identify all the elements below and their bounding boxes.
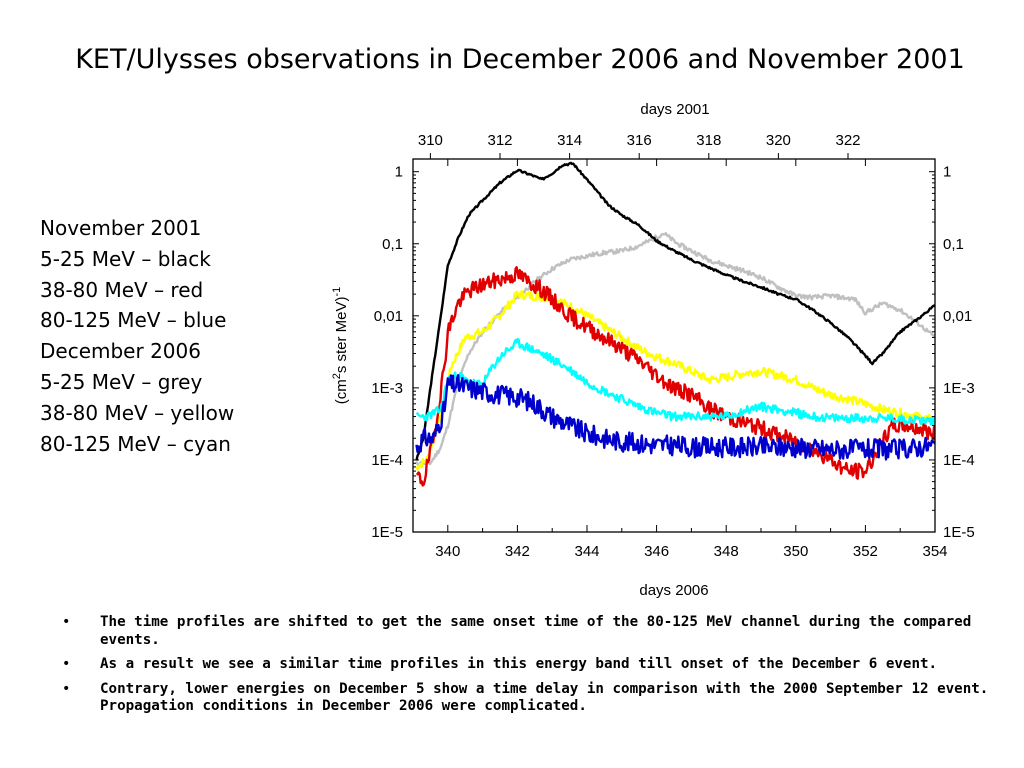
x-tick-label: 350 [783, 543, 808, 560]
legend-entry-black: 5-25 MeV – black [40, 246, 211, 271]
y-label-superscript: -1 [331, 287, 343, 297]
y-label-superscript: 2 [331, 373, 343, 379]
y-tick-label-right: 1E-4 [943, 452, 975, 469]
y-tick-label: 1E-5 [371, 524, 403, 541]
bullet-item: The time profiles are shifted to get the… [62, 614, 992, 649]
y-tick-label: 0,01 [374, 308, 403, 325]
x-tick-label: 348 [714, 543, 739, 560]
x2-tick-label: 312 [487, 132, 512, 149]
series-layer [415, 161, 935, 487]
bullet-list: The time profiles are shifted to get the… [62, 614, 992, 723]
x-tick-label: 352 [853, 543, 878, 560]
legend-heading-2006: December 2006 [40, 339, 201, 364]
x2-tick-label: 322 [835, 132, 860, 149]
y-label-part: s ster MeV) [333, 296, 350, 373]
y-tick-label-right: 0,01 [943, 308, 972, 325]
y-tick-label: 1E-4 [371, 452, 403, 469]
flux-chart: 340 342 344 346 348 350 352 354 310 312 314 316 318 3… [331, 101, 975, 599]
x2-tick-label: 316 [627, 132, 652, 149]
x2-tick-label: 320 [766, 132, 791, 149]
x2-tick-label: 310 [418, 132, 443, 149]
x-tick-label: 346 [644, 543, 669, 560]
legend-heading-2001: November 2001 [40, 216, 202, 240]
legend-entry-red: 38-80 MeV – red [40, 277, 204, 302]
y-tick-label-right: 1E-5 [943, 524, 975, 541]
series-line [416, 266, 935, 487]
legend-entry-yellow: 38-80 MeV – yellow [40, 400, 235, 425]
series-line [415, 161, 935, 461]
series-line [415, 374, 935, 461]
x2-tick-label: 318 [696, 132, 721, 149]
y-tick-label: 1 [395, 164, 403, 181]
y-axis-label: (cm2s ster MeV)-1 [331, 287, 350, 405]
slide-title: KET/Ulysses observations in December 200… [75, 44, 965, 75]
plot-frame [412, 158, 936, 533]
y-tick-label-right: 1E-3 [943, 380, 975, 397]
y-tick-label-right: 1 [943, 164, 951, 181]
legend-entry-cyan: 80-125 MeV – cyan [40, 431, 231, 456]
x-tick-label: 342 [505, 543, 530, 560]
series-line [415, 337, 935, 426]
y-tick-label-right: 0,1 [943, 236, 964, 253]
y-label-part: (cm [333, 379, 350, 404]
bullet-item: As a result we see a similar time profil… [62, 656, 992, 674]
x-tick-label: 340 [435, 543, 460, 560]
x-axis-label: days 2006 [639, 582, 708, 599]
legend-entry-blue: 80-125 MeV – blue [40, 308, 227, 333]
top-axis-label: days 2001 [640, 101, 709, 118]
x-tick-label: 354 [922, 543, 947, 560]
series-line [415, 290, 935, 471]
x2-tick-label: 314 [557, 132, 582, 149]
series-line [415, 232, 935, 467]
legend-entry-grey: 5-25 MeV – grey [40, 369, 203, 394]
series-legend: November 2001 5-25 MeV – black 38-80 MeV… [40, 213, 234, 459]
x-tick-label: 344 [574, 543, 599, 560]
y-tick-label: 0,1 [382, 236, 403, 253]
y-tick-label: 1E-3 [371, 380, 403, 397]
axis-layer: 340 342 344 346 348 350 352 354 310 312 314 316 318 3… [371, 132, 974, 560]
bullet-item: Contrary, lower energies on December 5 s… [62, 681, 992, 716]
